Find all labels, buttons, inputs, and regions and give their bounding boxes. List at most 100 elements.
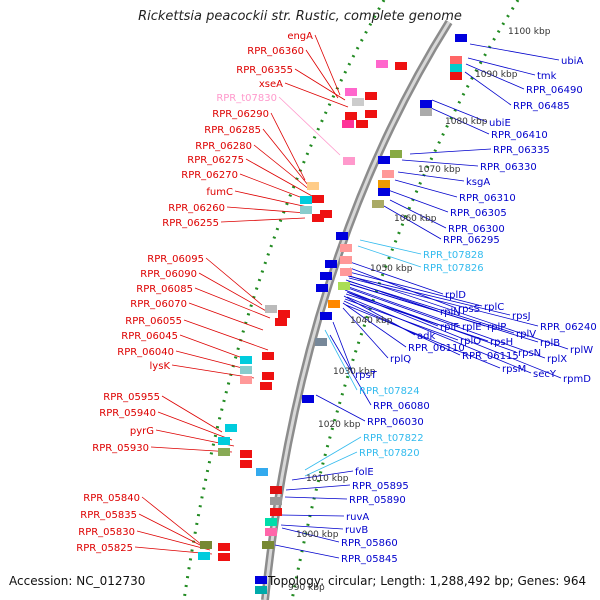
forward-gene-label: RPR_06270 (181, 170, 238, 181)
forward-gene-feature (365, 110, 377, 118)
forward-gene-label: RPR_06040 (117, 347, 174, 358)
forward-gene-feature (312, 214, 324, 222)
reverse-gene-label: ksgA (466, 177, 490, 188)
leader-line (345, 285, 461, 327)
reverse-gene-feature (328, 300, 340, 308)
reverse-gene-label: RPR_05895 (352, 481, 409, 492)
tick-label: 1060 kbp (394, 214, 437, 224)
leader-line (305, 49, 339, 99)
leader-line (332, 321, 354, 375)
reverse-gene-label: RPR_t07826 (423, 263, 484, 274)
forward-gene-label: RPR_06055 (125, 316, 182, 327)
forward-gene-feature (278, 310, 290, 318)
tick-label: 1020 kbp (318, 420, 361, 430)
reverse-gene-feature (340, 268, 352, 276)
leader-line (389, 199, 447, 229)
reverse-gene-label: secY (533, 369, 557, 380)
reverse-gene-label: RPR_06335 (493, 145, 550, 156)
reverse-gene-feature (455, 34, 467, 42)
reverse-gene-label: RPR_05860 (341, 538, 398, 549)
reverse-gene-label: RPR_06110 (408, 343, 465, 354)
leader-line (347, 275, 511, 316)
reverse-gene-label: ubiA (561, 56, 583, 67)
leader-line (348, 292, 562, 379)
reverse-gene-label: rpsH (490, 337, 513, 348)
reverse-gene-label: RPR_t07824 (359, 386, 420, 397)
reverse-gene-feature (320, 312, 332, 320)
forward-gene-label: RPR_06255 (162, 218, 219, 229)
forward-gene-feature (240, 356, 252, 364)
forward-gene-feature (265, 305, 277, 313)
leader-line (347, 287, 546, 359)
leader-line (359, 239, 422, 255)
reverse-gene-label: rpsN (518, 348, 541, 359)
tick-label: 990 kbp (288, 583, 325, 593)
gene-labels: engA RPR_06360 RPR_06355 xseA RPR_t07830 RPR_… (76, 31, 597, 565)
genome-backbone-highlight (263, 21, 451, 600)
forward-gene-feature (275, 318, 287, 326)
leader-line (346, 291, 517, 353)
reverse-gene-label: rplQ (390, 354, 411, 365)
reverse-gene-label: rplF (440, 322, 459, 333)
gene-features (198, 34, 467, 594)
reverse-gene-label: rpmD (563, 374, 591, 385)
tick-label: 1080 kbp (445, 117, 488, 127)
label-leader-lines (134, 34, 569, 559)
forward-gene-feature (240, 450, 252, 458)
reverse-gene-feature (420, 100, 432, 108)
leader-line (349, 267, 457, 309)
forward-gene-label: RPR_06275 (187, 155, 244, 166)
reverse-gene-label: rplV (516, 329, 536, 340)
leader-line (431, 99, 488, 123)
forward-gene-label: engA (287, 31, 313, 42)
leader-line (281, 527, 340, 543)
leader-line (183, 319, 269, 351)
leader-line (274, 544, 340, 559)
leader-line (205, 257, 263, 306)
reverse-gene-feature (382, 170, 394, 178)
leader-line (401, 159, 479, 167)
reverse-gene-feature (420, 108, 432, 116)
forward-gene-feature (300, 196, 312, 204)
forward-gene-feature (218, 553, 230, 561)
leader-line (357, 245, 422, 268)
reverse-gene-feature (390, 150, 402, 158)
reverse-gene-label: RPR_06485 (513, 101, 570, 112)
reverse-gene-label: rplW (570, 345, 593, 356)
forward-gene-feature (376, 60, 388, 68)
reverse-gene-feature (265, 528, 277, 536)
forward-gene-feature (320, 210, 332, 218)
leader-line (304, 436, 362, 471)
reverse-gene-label: RPR_06410 (491, 130, 548, 141)
reverse-gene-label: rplX (547, 354, 567, 365)
leader-line (324, 329, 358, 391)
reverse-gene-label: rplP (487, 322, 506, 333)
leader-line (394, 179, 458, 198)
leader-line (253, 144, 311, 191)
forward-gene-label: RPR_05940 (99, 408, 156, 419)
reverse-gene-label: adk (417, 331, 435, 342)
reverse-gene-feature (255, 576, 267, 584)
reverse-gene-label: RPR_06240 (540, 322, 597, 333)
reverse-gene-label: RPR_06030 (367, 417, 424, 428)
leader-line (234, 190, 313, 209)
reverse-gene-label: rpsS (458, 304, 480, 315)
forward-gene-feature (225, 424, 237, 432)
leader-line (171, 364, 255, 379)
forward-gene-feature (356, 120, 368, 128)
leader-line (291, 470, 354, 481)
reverse-gene-feature (325, 260, 337, 268)
reverse-gene-label: RPR_06305 (450, 208, 507, 219)
leader-line (348, 271, 483, 307)
reverse-gene-label: rpsT (355, 370, 378, 381)
reverse-gene-feature (255, 586, 267, 594)
reverse-gene-label: rplE (462, 322, 482, 333)
reverse-gene-feature (270, 486, 282, 494)
reverse-gene-feature (450, 64, 462, 72)
leader-line (345, 293, 489, 342)
forward-gene-feature (198, 552, 210, 560)
leader-line (387, 189, 449, 213)
tick-labels: 1100 kbp 1090 kbp 1080 kbp 1070 kbp 1060 kbp… (288, 27, 551, 593)
reverse-gene-label: RPR_06490 (526, 85, 583, 96)
forward-gene-label: RPR_05840 (83, 493, 140, 504)
